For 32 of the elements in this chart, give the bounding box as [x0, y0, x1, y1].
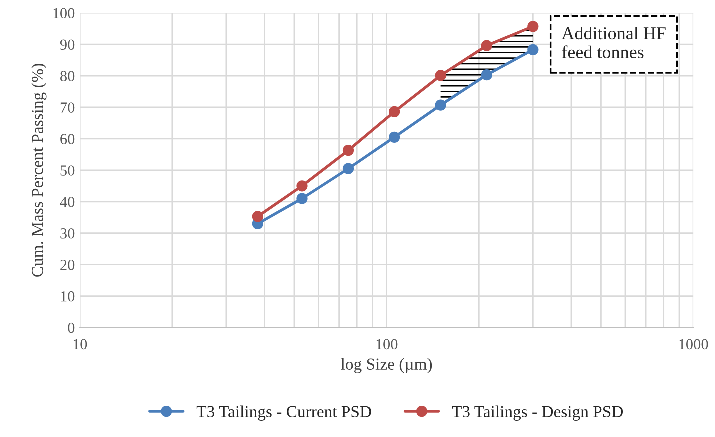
point	[296, 193, 308, 204]
y-tick-label: 100	[54, 8, 75, 19]
y-tick-label: 70	[60, 102, 75, 113]
point	[389, 106, 400, 118]
point	[435, 100, 446, 111]
y-tick-label: 0	[68, 322, 75, 334]
point	[252, 211, 264, 222]
point	[389, 132, 400, 143]
point	[481, 70, 492, 81]
x-tick-label: 10	[74, 339, 88, 350]
y-tick-label: 60	[60, 134, 75, 144]
annotation: Additional HF feed tonnes	[562, 26, 666, 59]
y-tick-label: 30	[60, 228, 75, 239]
y-tick-label: 20	[60, 260, 75, 270]
point	[342, 145, 354, 156]
x-tick-label: 100	[376, 339, 398, 350]
point	[528, 21, 539, 32]
point	[481, 40, 492, 52]
y-tick-label: 80	[60, 71, 75, 82]
point	[342, 163, 354, 174]
legend-label: T3 Tailings - Current PSD	[196, 406, 372, 421]
x-axis-title: log Size (µm)	[341, 358, 432, 374]
legend-label: T3 Tailings - Design PSD	[452, 406, 624, 421]
y-tick-label: 40	[60, 197, 75, 208]
y-tick-label: 50	[60, 166, 75, 176]
point	[528, 44, 539, 56]
point	[435, 70, 446, 82]
y-axis-title: Cum. Mass Percent Passing (%)	[32, 64, 47, 277]
y-tick-label: 90	[60, 40, 75, 50]
y-tick-label: 10	[61, 291, 75, 302]
x-tick-label: 1000	[680, 339, 708, 350]
point	[296, 180, 308, 192]
